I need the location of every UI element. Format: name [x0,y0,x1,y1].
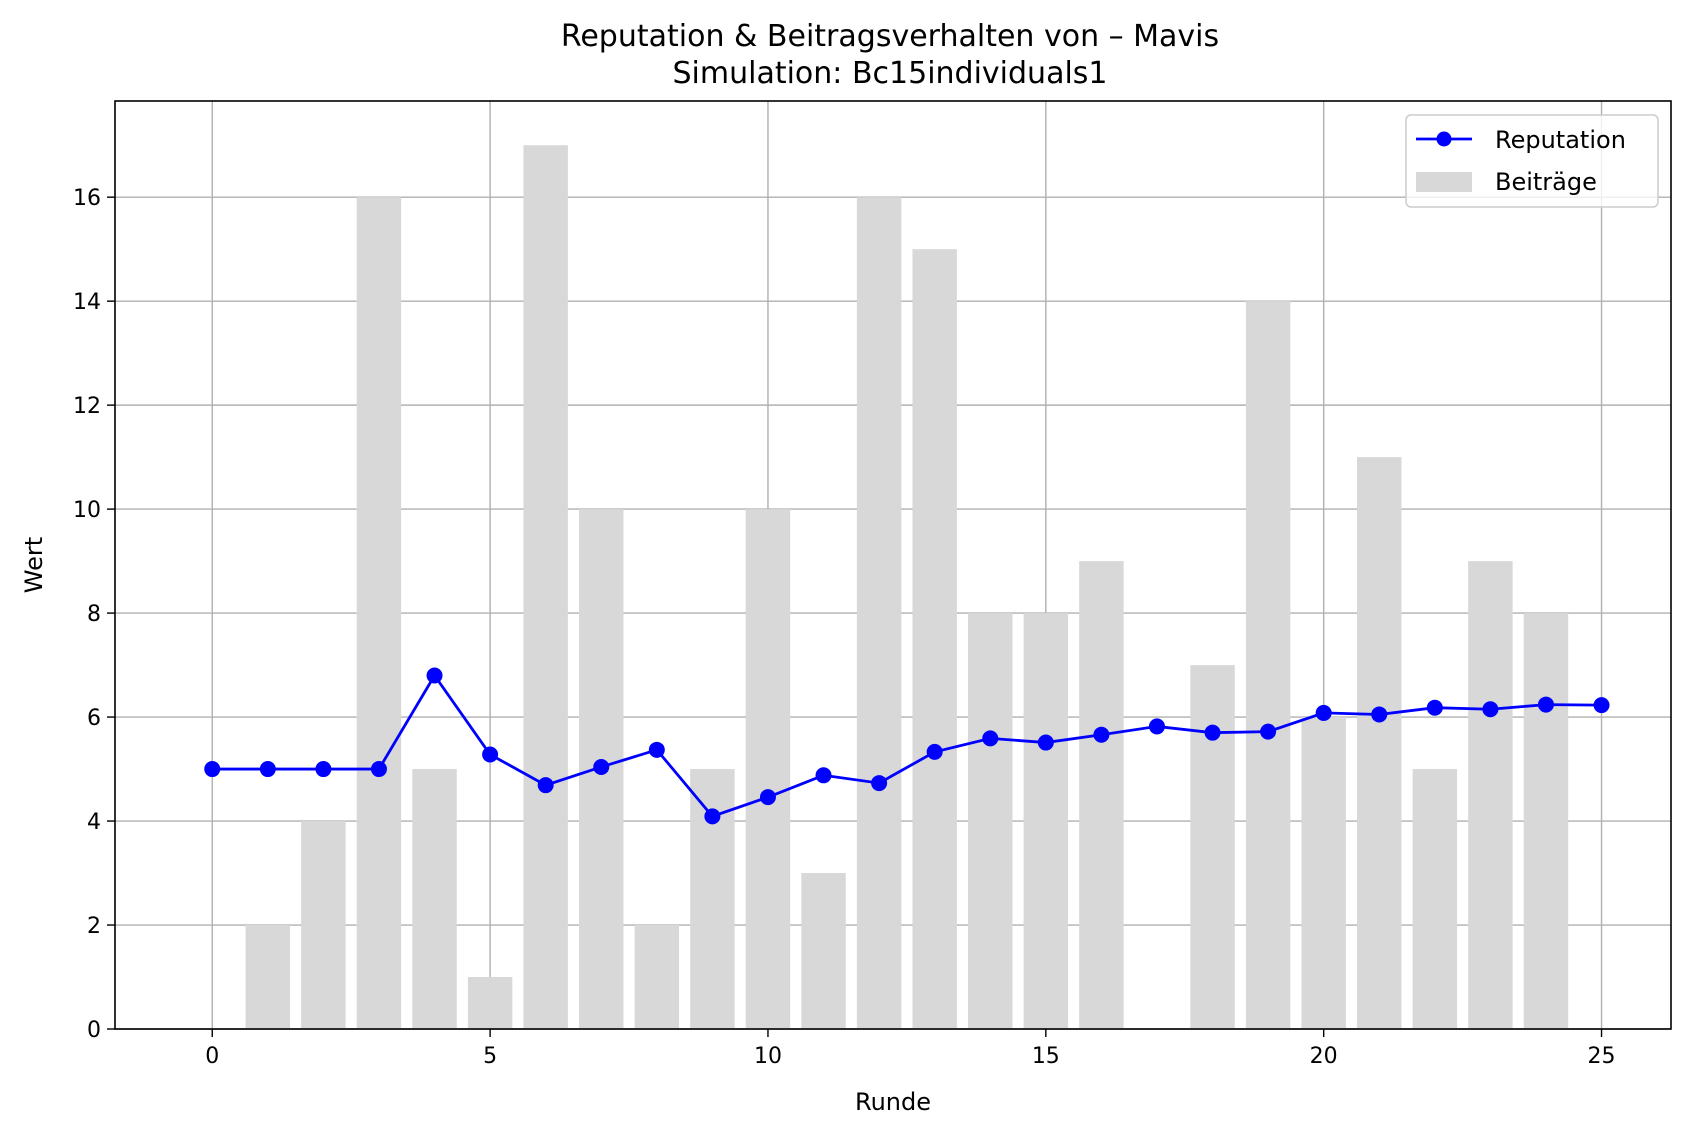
contribution-bar [1301,717,1346,1029]
reputation-point [1593,697,1610,714]
reputation-point [759,789,776,806]
reputation-point [315,761,332,778]
contribution-bar [745,509,791,1029]
y-tick-label: 2 [87,914,101,939]
reputation-line [212,672,1602,819]
contribution-bar [301,821,346,1029]
contribution-bar [801,873,846,1029]
x-tick-label: 25 [1588,1044,1616,1069]
legend-reputation-marker [1436,131,1452,147]
reputation-point [926,743,943,760]
contribution-bar [1357,457,1402,1029]
contribution-bar [690,769,735,1029]
contribution-bar [912,249,957,1029]
reputation-point [537,777,554,794]
reputation-point [204,761,221,778]
contribution-bar [968,613,1013,1029]
reputation-point [1315,704,1332,721]
legend: Reputation Beiträge [1405,114,1659,208]
legend-contributions-label: Beiträge [1495,168,1597,196]
reputation-point [1037,734,1054,751]
y-tick-label: 4 [87,810,101,835]
contribution-bars [245,145,1569,1030]
reputation-point [704,808,721,825]
reputation-series [204,667,1610,825]
contribution-bar [523,145,568,1029]
reputation-point [259,761,276,778]
y-axis-ticks: 0 2 4 6 8 10 12 14 16 [73,186,115,1043]
reputation-point [871,775,888,792]
reputation-point [593,758,610,775]
reputation-point [1260,723,1277,740]
contribution-bar [1412,769,1458,1029]
reputation-point [815,767,832,784]
contribution-bar [856,197,902,1030]
reputation-point [1204,724,1221,741]
reputation-point [426,667,443,684]
y-tick-label: 14 [73,290,101,315]
contribution-bar [1468,561,1513,1029]
reputation-point [482,746,499,763]
reputation-point [982,730,999,747]
chart-subtitle: Simulation: Bc15individuals1 [673,56,1108,91]
reputation-point [1148,718,1165,735]
y-tick-label: 6 [87,706,101,731]
x-tick-label: 10 [754,1044,782,1069]
contribution-bar [412,769,457,1029]
x-tick-label: 15 [1032,1044,1060,1069]
x-axis-ticks: 0 5 10 15 20 25 [205,1029,1616,1069]
reputation-point [1426,699,1443,716]
y-tick-label: 0 [87,1018,101,1043]
reputation-point [1371,706,1388,723]
contribution-bar [1523,613,1569,1029]
y-axis-label: Wert [20,537,48,593]
contribution-bar [1079,561,1124,1029]
contribution-bar [467,977,513,1029]
x-tick-label: 20 [1310,1044,1338,1069]
x-tick-label: 5 [483,1044,497,1069]
y-tick-label: 10 [73,498,101,523]
legend-reputation-label: Reputation [1495,126,1626,154]
x-axis-label: Runde [855,1088,931,1116]
reputation-point [648,741,665,758]
contribution-bar [1245,301,1291,1029]
y-tick-label: 8 [87,602,101,627]
contribution-bar [245,925,291,1029]
plot-frame [114,100,1672,1030]
contribution-bar [1023,613,1069,1029]
y-tick-label: 12 [73,394,101,419]
contribution-bar [1190,665,1235,1029]
y-tick-label: 16 [73,186,101,211]
x-tick-label: 0 [205,1044,219,1069]
contribution-bar [356,197,402,1030]
reputation-point [370,761,387,778]
chart-title: Reputation & Beitragsverhalten von – Mav… [561,19,1219,54]
reputation-point [1537,696,1554,713]
reputation-point [1482,701,1499,718]
contribution-bar [634,925,680,1029]
legend-contributions-swatch [1416,172,1472,192]
reputation-point [1093,726,1110,743]
